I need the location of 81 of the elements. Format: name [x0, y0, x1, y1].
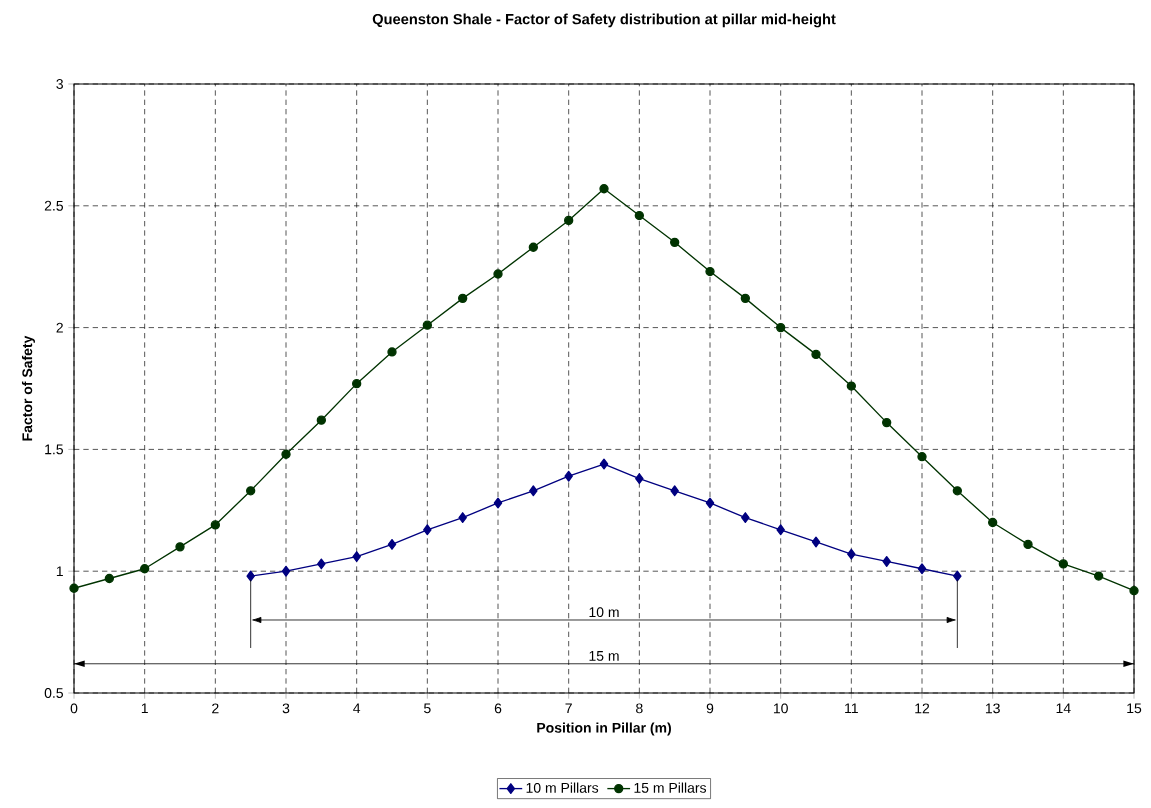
point — [599, 184, 609, 194]
point — [847, 548, 856, 560]
x-tick-label: 3 — [282, 703, 290, 714]
point — [599, 458, 609, 470]
point — [1094, 571, 1104, 581]
point — [564, 470, 573, 482]
point — [811, 349, 821, 360]
y-tick-label: 2.5 — [44, 200, 64, 211]
point — [210, 520, 221, 530]
point — [528, 242, 539, 252]
point — [740, 293, 751, 304]
x-tick-label: 8 — [636, 703, 643, 714]
y-tick-label: 0.5 — [44, 688, 64, 698]
x-tick-label: 5 — [424, 703, 431, 714]
x-tick-label: 7 — [565, 703, 572, 714]
point — [458, 512, 467, 524]
point — [846, 381, 857, 391]
point — [352, 378, 362, 389]
point — [423, 524, 432, 536]
x-tick-label: 9 — [706, 703, 714, 714]
point — [246, 570, 255, 582]
point — [882, 417, 892, 428]
point — [246, 486, 256, 496]
point — [776, 524, 785, 536]
point — [281, 449, 291, 459]
ref-line-label: 15 m — [589, 651, 619, 661]
point — [670, 237, 680, 248]
legend-label: 10 m Pillars — [526, 782, 599, 793]
x-tick-label: 10 — [773, 703, 788, 714]
x-tick-label: 2 — [212, 703, 219, 714]
y-tick-label: 1 — [56, 566, 63, 577]
x-tick-label: 11 — [845, 703, 858, 714]
point — [564, 215, 574, 226]
point — [140, 564, 150, 574]
point — [670, 485, 679, 497]
point — [776, 322, 786, 333]
point — [387, 347, 397, 357]
annotation: 10 m — [589, 607, 619, 618]
point — [317, 558, 326, 570]
point — [1058, 559, 1069, 569]
point — [953, 570, 962, 582]
y-tick-label: 1.5 — [45, 444, 64, 455]
y-tick-label: 2 — [56, 322, 63, 333]
x-tick-label: 6 — [494, 703, 502, 714]
x-tick-label: 0 — [70, 703, 78, 714]
point — [811, 536, 821, 548]
point — [493, 269, 503, 279]
legend-label: 15 m Pillars — [634, 782, 707, 793]
point — [705, 266, 715, 277]
point — [1129, 586, 1139, 596]
point — [882, 555, 891, 567]
point — [917, 452, 927, 462]
x-tick-label: 12 — [915, 703, 930, 714]
x-tick-label: 15 — [1127, 703, 1142, 714]
x-tick-label: 4 — [353, 703, 361, 714]
point — [69, 583, 79, 593]
point — [705, 497, 715, 509]
point — [529, 485, 538, 497]
point — [352, 551, 361, 563]
point — [493, 497, 503, 509]
x-tick-label: 1 — [141, 703, 148, 714]
point — [988, 517, 998, 528]
x-axis-title: Position in Pillar (m) — [537, 722, 671, 736]
point — [952, 486, 963, 496]
point — [387, 538, 397, 550]
point — [917, 563, 927, 575]
point — [458, 293, 468, 304]
chart-title: Queenston Shale - Factor of Safety distribution at pillar mid-height — [372, 13, 836, 28]
x-tick-label: 14 — [1056, 703, 1071, 714]
point — [422, 320, 433, 330]
point — [316, 415, 327, 425]
point — [634, 210, 645, 221]
point — [281, 565, 291, 577]
point — [175, 542, 185, 552]
y-axis-title: Factor of Safety — [21, 335, 35, 441]
point — [1023, 539, 1033, 550]
point — [635, 473, 644, 485]
x-tick-label: 13 — [985, 703, 1000, 714]
y-tick-label: 3 — [56, 79, 63, 89]
point — [741, 512, 750, 524]
point — [104, 573, 115, 584]
